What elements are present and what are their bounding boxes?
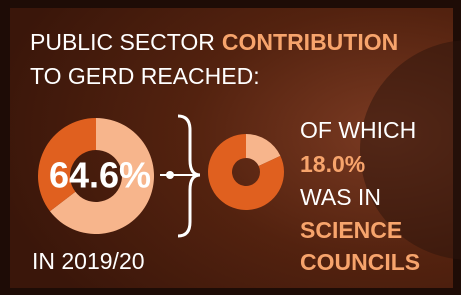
detail-line1: OF WHICH	[300, 117, 416, 143]
headline-line2: TO GERD REACHED:	[30, 63, 260, 89]
headline-highlight: CONTRIBUTION	[222, 29, 398, 55]
value-label: 64.6%	[49, 155, 151, 196]
detail-value: 18.0%	[300, 151, 365, 177]
period: IN 2019/20	[32, 248, 145, 274]
detail-line3: WAS IN	[300, 184, 381, 210]
detail-highlight1: SCIENCE	[300, 217, 402, 243]
headline: PUBLIC SECTOR CONTRIBUTION	[30, 29, 398, 55]
connector-dot	[166, 171, 174, 179]
infographic: PUBLIC SECTOR CONTRIBUTION TO GERD REACHE…	[0, 0, 461, 295]
page: PUBLIC SECTOR CONTRIBUTION TO GERD REACHE…	[0, 0, 461, 295]
headline-plain: PUBLIC SECTOR	[30, 29, 215, 55]
detail-highlight2: COUNCILS	[300, 249, 420, 275]
